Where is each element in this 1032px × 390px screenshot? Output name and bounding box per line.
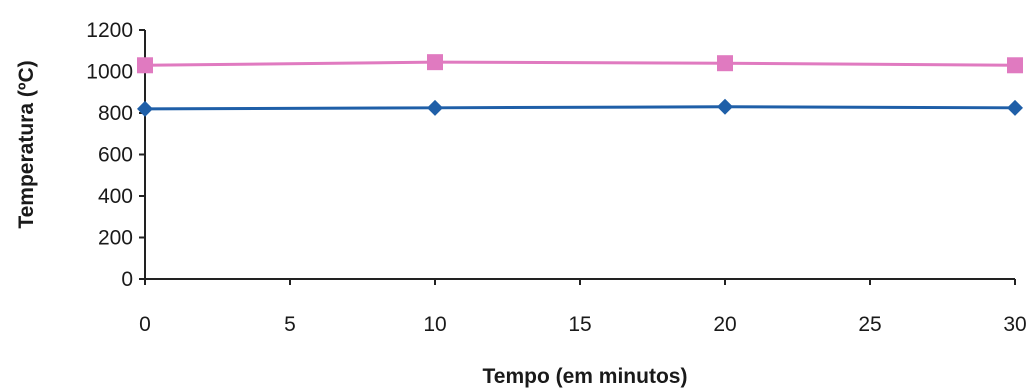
x-axis-ticks: 0 5 10 15 20 25 30 [139, 279, 1027, 336]
y-axis-ticks: 0 200 400 600 800 1000 1200 [86, 19, 145, 291]
y-tick-label: 200 [98, 227, 133, 250]
series-2 [137, 54, 1023, 74]
x-axis-title: Tempo (em minutos) [483, 365, 688, 388]
data-point-diamond [137, 100, 153, 117]
series-layer [137, 54, 1023, 117]
data-point-square [717, 55, 733, 72]
x-tick-label: 20 [713, 313, 736, 336]
y-tick-label: 0 [121, 268, 133, 291]
y-axis-title: Temperatura (ºC) [15, 60, 38, 228]
data-point-diamond [427, 99, 443, 116]
y-tick-label: 1200 [86, 19, 133, 42]
series-line [144, 60, 1016, 67]
data-point-square [427, 54, 443, 71]
x-tick-label: 10 [423, 313, 446, 336]
data-point-square [137, 57, 153, 74]
x-tick-label: 25 [858, 313, 881, 336]
y-tick-label: 600 [98, 144, 133, 167]
data-point-diamond [717, 98, 733, 115]
x-tick-label: 15 [568, 313, 591, 336]
x-tick-label: 5 [284, 313, 296, 336]
x-tick-label: 30 [1003, 313, 1026, 336]
y-tick-label: 800 [98, 102, 133, 125]
y-tick-label: 1000 [86, 61, 133, 84]
data-point-square [1007, 57, 1023, 74]
x-tick-label: 0 [139, 313, 151, 336]
data-point-diamond [1007, 99, 1023, 116]
series-1 [137, 98, 1023, 117]
series-line [144, 105, 1016, 111]
y-tick-label: 400 [98, 185, 133, 208]
